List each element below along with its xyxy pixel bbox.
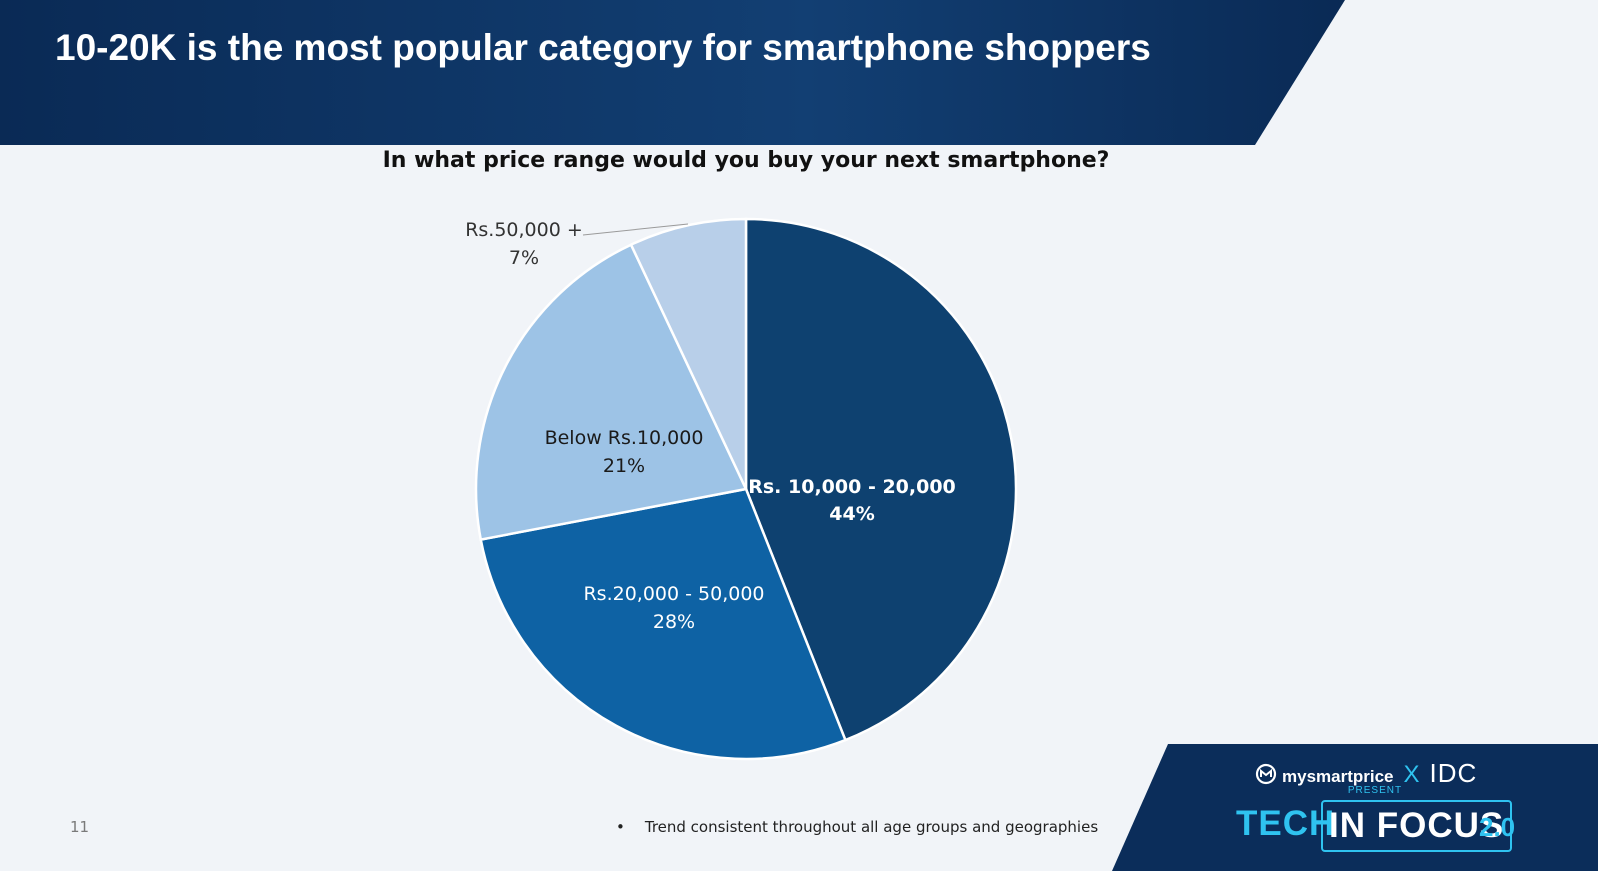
slice-name-20-50k: Rs.20,000 - 50,000 bbox=[583, 583, 764, 605]
slice-value-below-10k: 21% bbox=[603, 455, 645, 477]
slice-value-20-50k: 28% bbox=[653, 611, 695, 633]
page-number: 11 bbox=[70, 818, 90, 836]
footnote-text: Trend consistent throughout all age grou… bbox=[644, 818, 1099, 836]
bullet-icon: • bbox=[616, 818, 625, 836]
chart-title: In what price range would you buy your n… bbox=[382, 148, 1110, 173]
pie-slice-10-20k bbox=[744, 217, 1018, 742]
pie-slice-20-50k bbox=[479, 487, 848, 761]
brand-event-part-2: IN FOCUS bbox=[1321, 800, 1513, 852]
brand-present: PRESENT bbox=[1347, 785, 1403, 796]
slice-name-10-20k: Rs. 10,000 - 20,000 bbox=[748, 476, 956, 498]
pie-slice-below-10k bbox=[474, 243, 748, 542]
slice-name-50k-plus: Rs.50,000 + bbox=[465, 219, 583, 241]
leader-line-50k-plus bbox=[582, 223, 689, 236]
pie-slice-50k-plus bbox=[629, 217, 748, 490]
header-band bbox=[0, 0, 1345, 145]
pie-slices bbox=[474, 217, 1018, 761]
brand-separator: X bbox=[1403, 761, 1420, 788]
slice-label-50k-plus: Rs.50,000 + 7% bbox=[465, 219, 583, 269]
slide-title: 10-20K is the most popular category for … bbox=[55, 27, 1151, 68]
slice-label-below-10k: Below Rs.10,000 21% bbox=[545, 427, 704, 477]
brand-event-version: 2.0 bbox=[1479, 812, 1516, 842]
brand-partner-1: mysmartprice bbox=[1282, 767, 1394, 786]
slice-value-10-20k: 44% bbox=[829, 503, 874, 525]
slice-label-10-20k: Rs. 10,000 - 20,000 44% bbox=[748, 476, 956, 525]
brand-event-part-1: TECH bbox=[1236, 804, 1336, 843]
mysmartprice-logo-icon bbox=[1255, 763, 1277, 785]
slice-value-50k-plus: 7% bbox=[509, 247, 539, 269]
slice-name-below-10k: Below Rs.10,000 bbox=[545, 427, 704, 449]
slice-label-20-50k: Rs.20,000 - 50,000 28% bbox=[583, 583, 764, 633]
brand-partners: mysmartprice X IDC bbox=[1255, 758, 1515, 789]
brand-partner-2: IDC bbox=[1429, 758, 1478, 788]
footnote: • Trend consistent throughout all age gro… bbox=[616, 818, 1098, 836]
